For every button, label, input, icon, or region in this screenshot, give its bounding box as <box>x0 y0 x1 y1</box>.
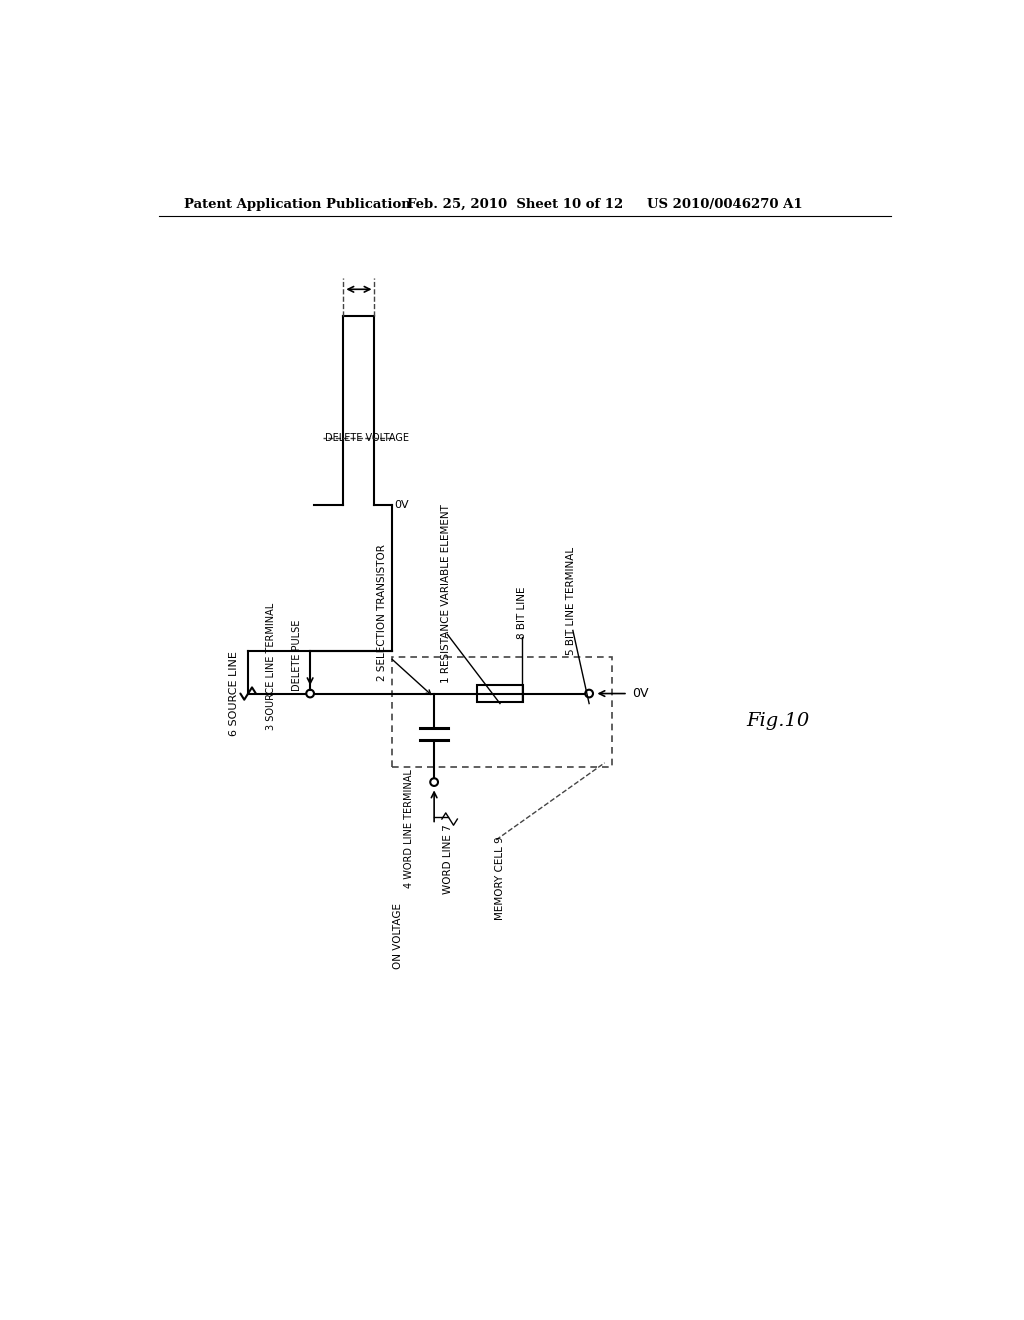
Text: DELETE PULSE: DELETE PULSE <box>292 619 302 690</box>
Text: US 2010/0046270 A1: US 2010/0046270 A1 <box>647 198 803 211</box>
Text: 1 RESISTANCE VARIABLE ELEMENT: 1 RESISTANCE VARIABLE ELEMENT <box>440 504 451 682</box>
Text: 6 SOURCE LINE: 6 SOURCE LINE <box>229 651 240 737</box>
Text: 8 BIT LINE: 8 BIT LINE <box>517 586 526 639</box>
Text: 0V: 0V <box>632 686 648 700</box>
Text: WORD LINE 7: WORD LINE 7 <box>443 824 453 894</box>
Text: 3 SOURCE LINE TERMINAL: 3 SOURCE LINE TERMINAL <box>266 603 276 730</box>
Text: 2 SELECTION TRANSISTOR: 2 SELECTION TRANSISTOR <box>377 544 387 681</box>
Bar <box>477 685 523 702</box>
Text: Fig.10: Fig.10 <box>746 711 810 730</box>
Text: ON VOLTAGE: ON VOLTAGE <box>392 903 402 969</box>
Text: Patent Application Publication: Patent Application Publication <box>183 198 411 211</box>
Text: 4 WORD LINE TERMINAL: 4 WORD LINE TERMINAL <box>403 768 414 888</box>
Bar <box>391 657 612 767</box>
Text: DELETE VOLTAGE: DELETE VOLTAGE <box>325 433 409 444</box>
Text: Feb. 25, 2010  Sheet 10 of 12: Feb. 25, 2010 Sheet 10 of 12 <box>407 198 624 211</box>
Text: 5 BIT LINE TERMINAL: 5 BIT LINE TERMINAL <box>566 546 577 655</box>
Text: 0V: 0V <box>394 500 410 510</box>
Text: MEMORY CELL 9: MEMORY CELL 9 <box>495 837 505 920</box>
